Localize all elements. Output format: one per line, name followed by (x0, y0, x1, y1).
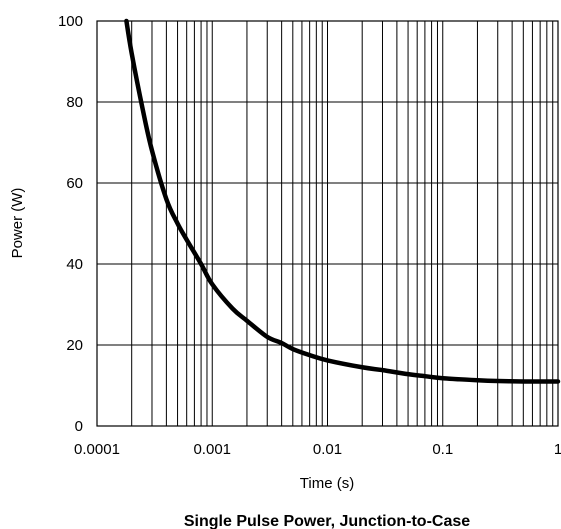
power-curve (124, 18, 561, 384)
y-tick-label: 40 (66, 256, 83, 273)
x-axis-label: Time (s) (300, 475, 354, 492)
y-tick-label: 20 (66, 337, 83, 354)
x-tick-label: 1 (554, 441, 561, 458)
series (124, 18, 561, 384)
tick-labels: 0.0001 0.001 0.01 0.1 1 0 20 40 60 80 100 (58, 13, 561, 458)
y-axis-label: Power (W) (9, 188, 26, 259)
x-tick-label: 0.01 (313, 441, 342, 458)
y-tick-label: 60 (66, 175, 83, 192)
y-tick-label: 0 (75, 418, 83, 435)
x-tick-label: 0.001 (193, 441, 231, 458)
chart-title: Single Pulse Power, Junction-to-Case (184, 513, 470, 529)
plot-frame (96, 20, 559, 427)
y-tick-label: 80 (66, 94, 83, 111)
x-tick-label: 0.1 (432, 441, 453, 458)
y-tick-label: 100 (58, 13, 83, 30)
x-tick-label: 0.0001 (74, 441, 120, 458)
